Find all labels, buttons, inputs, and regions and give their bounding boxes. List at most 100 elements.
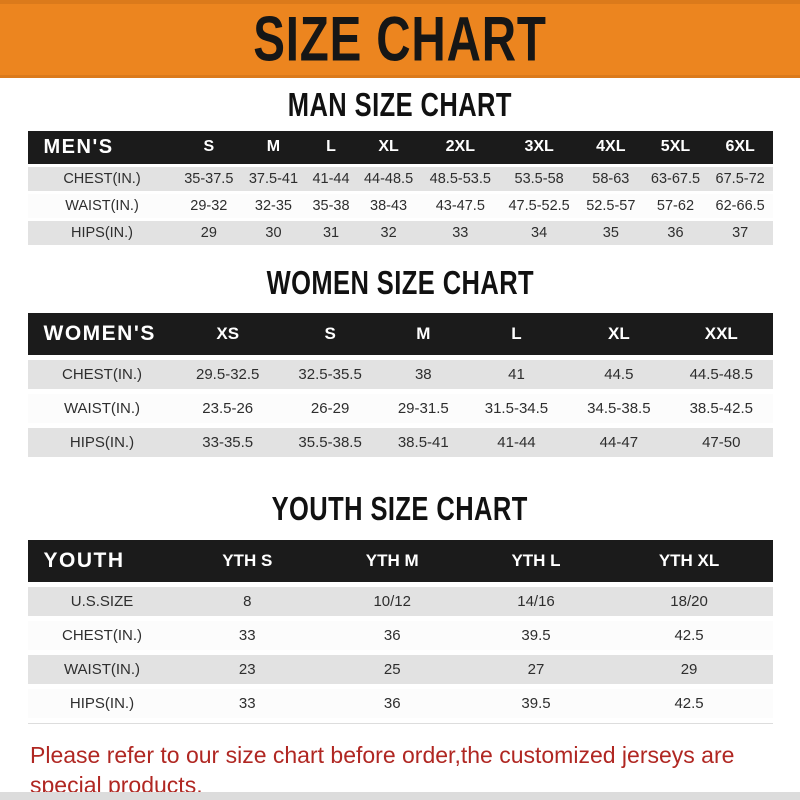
row-label: CHEST(IN.) [27, 360, 177, 389]
section-heading: YOUTH SIZE CHART [0, 490, 800, 528]
row-label: U.S.SIZE [27, 586, 177, 616]
column-header: YTH XL [605, 539, 773, 582]
column-header: M [381, 313, 466, 355]
size-value-cell: 38-43 [356, 193, 421, 218]
column-header: XXL [670, 313, 773, 355]
column-header: S [176, 130, 242, 164]
size-value-cell: 30 [241, 220, 306, 245]
row-label: WAIST(IN.) [27, 394, 177, 423]
size-value-cell: 32 [356, 220, 421, 245]
size-chart-section-women: WOMEN SIZE CHART WOMEN'S XS S M L XL XXL CHEST(I… [0, 264, 800, 463]
size-value-cell: 41 [465, 360, 568, 389]
size-value-cell: 38 [381, 360, 466, 389]
column-header: YTH M [318, 539, 467, 582]
size-value-cell: 35-37.5 [176, 166, 242, 191]
size-value-cell: 43-47.5 [420, 193, 500, 218]
youth-size-table: YOUTH YTH S YTH M YTH L YTH XL U.S.SIZE 8 10/12… [27, 535, 773, 724]
size-value-cell: 63-67.5 [643, 166, 708, 191]
size-value-cell: 10/12 [318, 586, 467, 616]
column-header: 6XL [707, 130, 773, 164]
column-header: 2XL [420, 130, 500, 164]
size-value-cell: 36 [318, 620, 467, 650]
header-row: MEN'S S M L XL 2XL 3XL 4XL 5XL 6XL [27, 130, 773, 164]
section-heading: MAN SIZE CHART [0, 86, 800, 124]
column-header: M [241, 130, 306, 164]
section-heading-text: MAN SIZE CHART [287, 86, 513, 124]
size-value-cell: 53.5-58 [499, 166, 579, 191]
banner: SIZE CHART [0, 0, 800, 78]
size-value-cell: 41-44 [305, 166, 357, 191]
table-row: HIPS(IN.) 33-35.5 35.5-38.5 38.5-41 41-44 44-… [27, 428, 773, 457]
header-row: WOMEN'S XS S M L XL XXL [27, 313, 773, 355]
size-value-cell: 29.5-32.5 [176, 360, 279, 389]
size-value-cell: 34.5-38.5 [567, 394, 671, 423]
size-value-cell: 33 [420, 220, 500, 245]
size-value-cell: 31.5-34.5 [465, 394, 568, 423]
size-value-cell: 47.5-52.5 [499, 193, 579, 218]
row-label: HIPS(IN.) [27, 220, 177, 245]
size-value-cell: 29 [605, 654, 773, 684]
size-value-cell: 47-50 [670, 428, 773, 457]
row-label: CHEST(IN.) [27, 166, 177, 191]
row-label: WAIST(IN.) [27, 193, 177, 218]
size-chart-section-men: MAN SIZE CHART MEN'S S M L XL 2XL 3XL 4XL 5XL 6XL C… [0, 86, 800, 248]
column-header: XL [567, 313, 671, 355]
table-row: CHEST(IN.) 29.5-32.5 32.5-35.5 38 41 44.5 44.5… [27, 360, 773, 389]
column-header: XL [356, 130, 421, 164]
size-value-cell: 36 [318, 688, 467, 718]
column-header: L [305, 130, 357, 164]
size-chart-section-youth: YOUTH SIZE CHART YOUTH YTH S YTH M YTH L YTH … [0, 490, 800, 724]
size-value-cell: 29-32 [176, 193, 242, 218]
size-value-cell: 67.5-72 [707, 166, 773, 191]
column-header: S [278, 313, 382, 355]
bottom-strip [0, 792, 800, 800]
size-value-cell: 36 [643, 220, 708, 245]
section-heading: WOMEN SIZE CHART [0, 264, 800, 302]
banner-title: SIZE CHART [253, 4, 547, 75]
table-row: CHEST(IN.) 33 36 39.5 42.5 [27, 620, 773, 650]
row-label: CHEST(IN.) [27, 620, 177, 650]
size-value-cell: 44.5-48.5 [670, 360, 773, 389]
section-heading-text: YOUTH SIZE CHART [271, 490, 529, 528]
group-label: MEN'S [27, 130, 177, 164]
column-header: 4XL [578, 130, 644, 164]
size-value-cell: 33 [176, 688, 319, 718]
size-value-cell: 26-29 [278, 394, 382, 423]
row-label: HIPS(IN.) [27, 688, 177, 718]
size-value-cell: 8 [176, 586, 319, 616]
table-row: CHEST(IN.) 35-37.5 37.5-41 41-44 44-48.5 48.5… [27, 166, 773, 191]
table-row: HIPS(IN.) 33 36 39.5 42.5 [27, 688, 773, 718]
table-row: WAIST(IN.) 29-32 32-35 35-38 38-43 43-47.5 47.… [27, 193, 773, 218]
size-value-cell: 37.5-41 [241, 166, 306, 191]
size-value-cell: 31 [305, 220, 357, 245]
size-value-cell: 39.5 [466, 620, 606, 650]
size-value-cell: 38.5-41 [381, 428, 466, 457]
group-label: YOUTH [27, 539, 177, 582]
size-value-cell: 18/20 [605, 586, 773, 616]
table-row: U.S.SIZE 8 10/12 14/16 18/20 [27, 586, 773, 616]
table-row: WAIST(IN.) 23.5-26 26-29 29-31.5 31.5-34.5 34… [27, 394, 773, 423]
footer-notice: Please refer to our size chart before or… [30, 740, 772, 800]
size-value-cell: 62-66.5 [707, 193, 773, 218]
sections-container: MAN SIZE CHART MEN'S S M L XL 2XL 3XL 4XL 5XL 6XL C… [0, 86, 800, 724]
size-value-cell: 27 [466, 654, 606, 684]
size-value-cell: 37 [707, 220, 773, 245]
section-heading-text: WOMEN SIZE CHART [266, 264, 534, 302]
size-value-cell: 29 [176, 220, 242, 245]
size-value-cell: 58-63 [578, 166, 644, 191]
column-header: YTH L [466, 539, 606, 582]
women-size-table: WOMEN'S XS S M L XL XXL CHEST(IN.) 29.5-32.5 32.5… [27, 308, 773, 462]
row-label: HIPS(IN.) [27, 428, 177, 457]
size-value-cell: 57-62 [643, 193, 708, 218]
size-value-cell: 42.5 [605, 620, 773, 650]
size-value-cell: 38.5-42.5 [670, 394, 773, 423]
size-value-cell: 23.5-26 [176, 394, 279, 423]
size-value-cell: 25 [318, 654, 467, 684]
size-value-cell: 44-47 [567, 428, 671, 457]
size-value-cell: 35 [578, 220, 644, 245]
men-size-table: MEN'S S M L XL 2XL 3XL 4XL 5XL 6XL CHEST(IN.) 35-37… [27, 128, 773, 248]
header-row: YOUTH YTH S YTH M YTH L YTH XL [27, 539, 773, 582]
size-value-cell: 29-31.5 [381, 394, 466, 423]
size-value-cell: 44.5 [567, 360, 671, 389]
